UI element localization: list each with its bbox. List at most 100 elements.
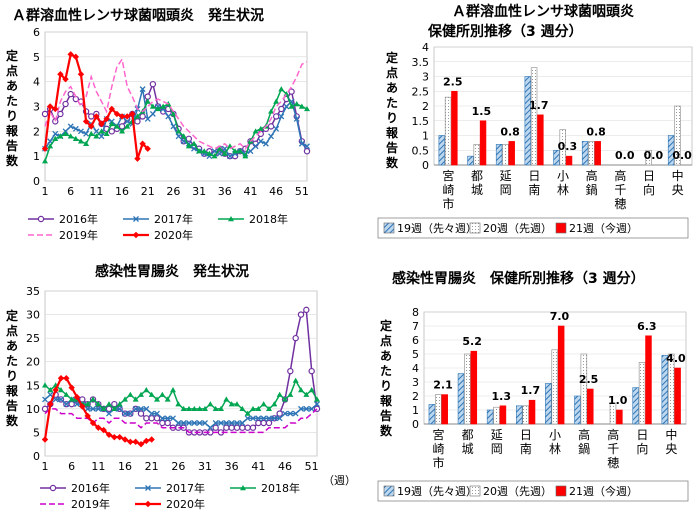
- data-point: [93, 128, 100, 135]
- data-point: [113, 123, 120, 129]
- legend-marker: [133, 216, 139, 222]
- data-point: [78, 128, 84, 135]
- data-point: [103, 115, 110, 123]
- y-tick-label: 1.5: [412, 115, 430, 128]
- y-axis-label: 定点あたり報告数: [6, 308, 19, 428]
- data-point: [103, 130, 110, 137]
- series-2020年: [41, 51, 151, 162]
- data-label: 1.0: [608, 394, 628, 407]
- data-point: [134, 118, 141, 125]
- chart-subtitle: 保健所別推移（3 週分）: [427, 23, 583, 40]
- data-label: 1.7: [529, 99, 549, 112]
- data-point: [148, 436, 155, 443]
- data-point: [218, 420, 224, 426]
- data-label: 1.7: [521, 384, 541, 397]
- data-point: [127, 438, 134, 446]
- data-point: [202, 405, 208, 412]
- data-point: [67, 123, 74, 130]
- data-point: [257, 125, 264, 132]
- data-point: [149, 103, 156, 109]
- series-line: [44, 57, 308, 150]
- bar: [493, 406, 500, 425]
- data-point: [265, 419, 273, 427]
- data-label: 0.8: [500, 125, 520, 138]
- data-point: [218, 405, 224, 412]
- y-tick-label: 4: [33, 76, 40, 89]
- series-2017年: [42, 391, 320, 431]
- data-point: [314, 396, 320, 402]
- data-point: [266, 405, 272, 412]
- legend-label: 2018年: [261, 481, 300, 495]
- data-point: [98, 133, 105, 140]
- data-point: [62, 100, 69, 108]
- data-point: [121, 436, 129, 443]
- x-tick-label: 41: [243, 185, 257, 198]
- bar: [616, 409, 623, 425]
- category-label: 日南: [520, 428, 532, 456]
- legend-label: 20週（先週）: [483, 222, 552, 235]
- y-tick-label: 5: [33, 426, 40, 439]
- data-point: [68, 384, 75, 391]
- data-point: [293, 101, 300, 107]
- data-point: [228, 420, 235, 426]
- y-axis-label: 定点あたり報告数: [380, 318, 393, 438]
- data-point: [129, 110, 136, 118]
- category-日南: 1.7 日南: [515, 384, 541, 456]
- data-label: 1.5: [472, 105, 492, 118]
- data-point: [149, 80, 157, 88]
- bar: [464, 353, 471, 425]
- data-point: [47, 143, 54, 149]
- data-point: [106, 401, 112, 407]
- legend: 19週（先々週） 20週（先週） 21週（今週）: [377, 480, 689, 502]
- data-point: [98, 128, 105, 134]
- data-point: [271, 401, 278, 407]
- y-tick-label: 3.5: [412, 56, 430, 69]
- y-tick-label: 8: [412, 306, 419, 319]
- data-point: [83, 130, 90, 137]
- data-point: [283, 103, 290, 110]
- data-point: [84, 401, 91, 407]
- legend-label: 20週（先週）: [483, 485, 552, 498]
- data-point: [73, 393, 81, 401]
- data-point: [276, 415, 283, 422]
- data-point: [271, 415, 278, 422]
- data-point: [62, 75, 69, 83]
- y-tick-label: 3: [412, 376, 419, 389]
- legend-label: 2019年: [59, 228, 98, 242]
- data-point: [237, 148, 244, 154]
- legend-swatch: [469, 485, 481, 497]
- x-tick-label: 51: [305, 460, 319, 473]
- data-point: [74, 401, 80, 408]
- data-point: [297, 311, 305, 318]
- bar: [528, 399, 536, 425]
- data-point: [143, 437, 150, 445]
- data-point: [118, 113, 126, 120]
- y-tick-label: 15: [26, 379, 40, 392]
- legend: 19週（先々週） 20週（先週） 21週（今週）: [377, 217, 689, 239]
- data-point: [93, 113, 100, 120]
- data-point: [143, 387, 150, 393]
- data-point: [212, 420, 219, 426]
- legend-label: 2019年: [71, 497, 110, 511]
- category-日南: 1.7 日南: [524, 67, 549, 197]
- y-tick-label: 0: [422, 159, 429, 172]
- data-point: [175, 133, 182, 140]
- data-point: [273, 98, 280, 104]
- y-tick-label: 30: [26, 309, 40, 322]
- bar: [674, 367, 681, 425]
- data-point: [303, 306, 310, 314]
- data-point: [148, 410, 155, 417]
- category-高千穂: 0.0 高千穂: [614, 149, 635, 211]
- data-point: [292, 410, 299, 417]
- data-point: [95, 401, 102, 407]
- legend-label: 2017年: [154, 212, 193, 226]
- data-point: [89, 419, 97, 427]
- bar: [502, 144, 509, 166]
- data-point: [68, 396, 75, 402]
- data-point: [124, 118, 131, 125]
- bar: [470, 350, 478, 425]
- series-line: [44, 408, 318, 434]
- data-point: [127, 410, 134, 417]
- data-point: [52, 130, 59, 137]
- data-point: [68, 400, 75, 408]
